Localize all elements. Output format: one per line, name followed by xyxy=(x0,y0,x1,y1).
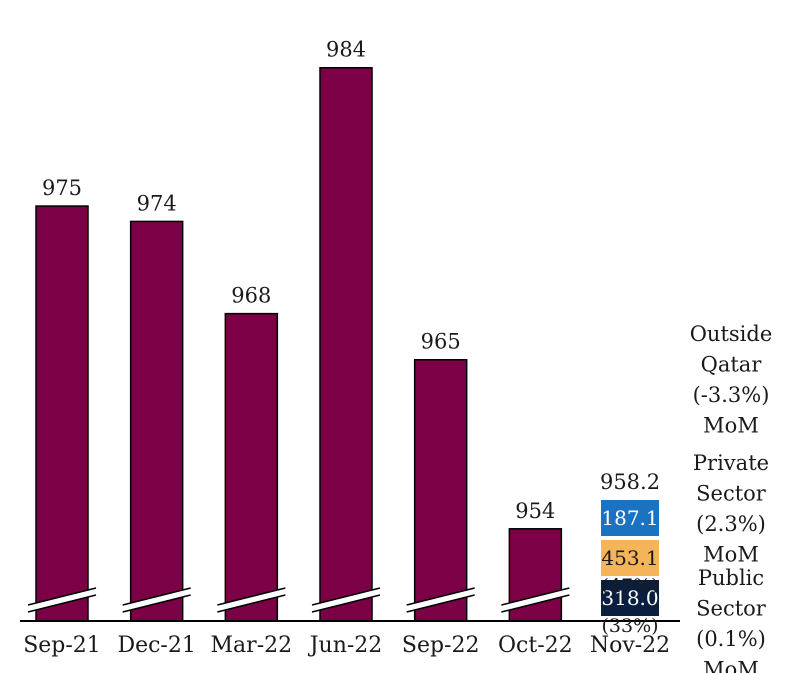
segment-annotation-line: Sector xyxy=(696,482,767,506)
segment-annotation-line: Public xyxy=(698,566,764,590)
axis-break-marks xyxy=(27,587,570,613)
axis-break-sep-21 xyxy=(27,587,97,613)
x-tick-label-oct-22: Oct-22 xyxy=(498,633,573,658)
segment-annotation-line: (2.3%) xyxy=(696,512,766,536)
stack-segment-share-1: (47%) xyxy=(601,575,658,597)
segment-annotation-line: Sector xyxy=(696,597,767,621)
value-label-sep-22: 965 xyxy=(421,330,461,354)
x-tick-label-nov-22: Nov-22 xyxy=(590,633,670,658)
axis-break-mar-22 xyxy=(217,587,286,613)
segment-annotation-2: Public Sector (0.1%) MoM xyxy=(696,566,767,673)
axis-break-sep-22 xyxy=(406,587,475,613)
value-label-dec-21: 974 xyxy=(137,191,177,215)
bar-mar-22 xyxy=(224,312,279,622)
bar-jun-22 xyxy=(319,66,373,622)
segment-annotation-line: (-3.3%) xyxy=(693,383,770,407)
segment-annotation-line: Outside xyxy=(690,322,773,346)
x-tick-label-sep-22: Sep-22 xyxy=(402,633,480,658)
x-tick-label-jun-22: Jun-22 xyxy=(308,633,383,658)
segment-annotation-line: MoM xyxy=(703,658,759,673)
axis-break-jun-22 xyxy=(311,587,381,613)
value-label-nov-22: 958.2 xyxy=(600,470,660,494)
value-label-oct-22: 954 xyxy=(515,499,555,523)
bars-layer xyxy=(35,66,563,622)
axis-break-dec-21 xyxy=(122,587,191,613)
value-label-mar-22: 968 xyxy=(231,284,271,308)
x-tick-label-dec-21: Dec-21 xyxy=(117,633,195,658)
stack-segment-1 xyxy=(601,540,660,576)
stack-segment-2 xyxy=(601,500,660,536)
axis-break-oct-22 xyxy=(501,587,570,613)
stack-segment-label-1: 453.1 xyxy=(601,546,658,570)
bar-sep-21 xyxy=(35,205,89,622)
stack-segment-0 xyxy=(601,580,660,616)
stack-segment-share-0: (33%) xyxy=(601,615,658,637)
segment-annotation-0: Outside Qatar (-3.3%) MoM xyxy=(690,322,773,438)
x-tick-label-mar-22: Mar-22 xyxy=(211,633,293,658)
segment-annotation-line: Private xyxy=(693,451,769,475)
stack-segment-label-2: 187.1 xyxy=(601,506,658,530)
segment-annotation-line: MoM xyxy=(703,543,759,567)
x-tick-label-sep-21: Sep-21 xyxy=(23,633,101,658)
segment-annotation-1: Private Sector (2.3%) MoM xyxy=(693,451,769,567)
segment-annotation-line: (0.1%) xyxy=(696,627,766,651)
labels-layer: Sep-21 975 Dec-21 974 Mar-22 968 Jun-22 984 Sep-… xyxy=(23,38,772,673)
segment-annotation-line: MoM xyxy=(703,414,759,438)
value-label-jun-22: 984 xyxy=(326,38,366,62)
bar-dec-21 xyxy=(129,220,184,622)
segment-annotation-line: Qatar xyxy=(701,353,763,377)
bar-sep-22 xyxy=(413,358,468,622)
stack-segment-label-0: 318.0 xyxy=(601,586,658,610)
value-label-sep-21: 975 xyxy=(42,176,82,200)
stacked-bar-nov-22: 318.0 (33%) 453.1 (47%) 187.1 xyxy=(601,500,660,637)
